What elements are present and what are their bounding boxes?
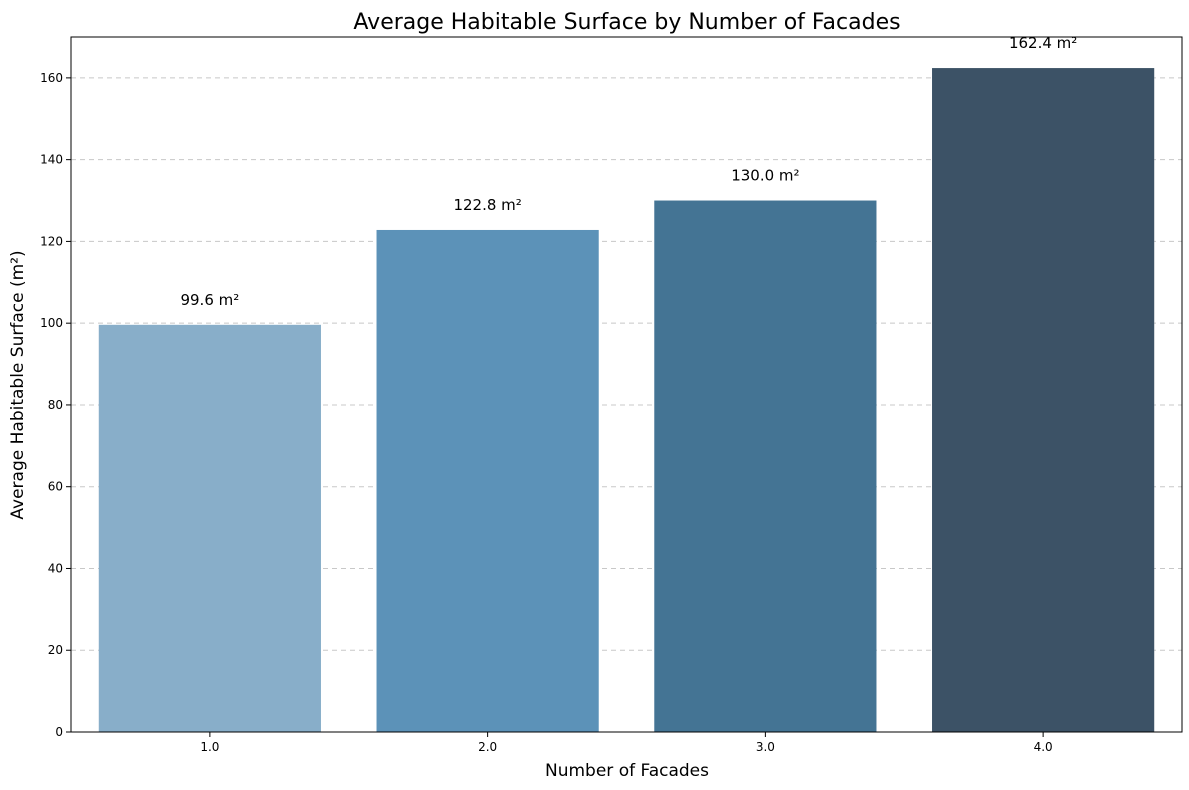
bar-label-1: 99.6 m² (180, 291, 239, 309)
bar-value-labels: 99.6 m² 122.8 m² 130.0 m² 162.4 m² (180, 34, 1077, 309)
bars (98, 68, 1155, 733)
plot-frame (70, 36, 1183, 733)
y-tick-label-5: 100 (40, 316, 63, 330)
x-tick-label-3: 3.0 (756, 740, 775, 754)
x-tick-label-4: 4.0 (1034, 740, 1053, 754)
chart-title: Average Habitable Surface by Number of F… (353, 10, 900, 35)
y-axis-label: Average Habitable Surface (m²) (8, 250, 28, 519)
x-axis-label: Number of Facades (545, 761, 709, 781)
y-tick-label-1: 20 (48, 643, 63, 657)
bar-3 (654, 200, 877, 732)
bar-1 (98, 324, 321, 732)
x-axis-ticks: 1.0 2.0 3.0 4.0 (200, 732, 1053, 754)
y-tick-label-0: 0 (55, 725, 63, 739)
y-tick-label-7: 140 (40, 153, 63, 167)
bar-label-4: 162.4 m² (1009, 34, 1077, 52)
y-tick-label-4: 80 (48, 398, 63, 412)
bar-2 (376, 229, 599, 732)
y-tick-label-3: 60 (48, 480, 63, 494)
y-tick-label-6: 120 (40, 234, 63, 248)
bar-label-3: 130.0 m² (731, 167, 799, 185)
bar-label-2: 122.8 m² (453, 196, 521, 214)
y-tick-label-8: 160 (40, 71, 63, 85)
x-tick-label-1: 1.0 (200, 740, 219, 754)
y-tick-label-2: 40 (48, 561, 63, 575)
y-axis-ticks: 0 20 40 60 80 100 120 140 160 (40, 71, 71, 739)
x-tick-label-2: 2.0 (478, 740, 497, 754)
bar-4 (932, 68, 1155, 733)
